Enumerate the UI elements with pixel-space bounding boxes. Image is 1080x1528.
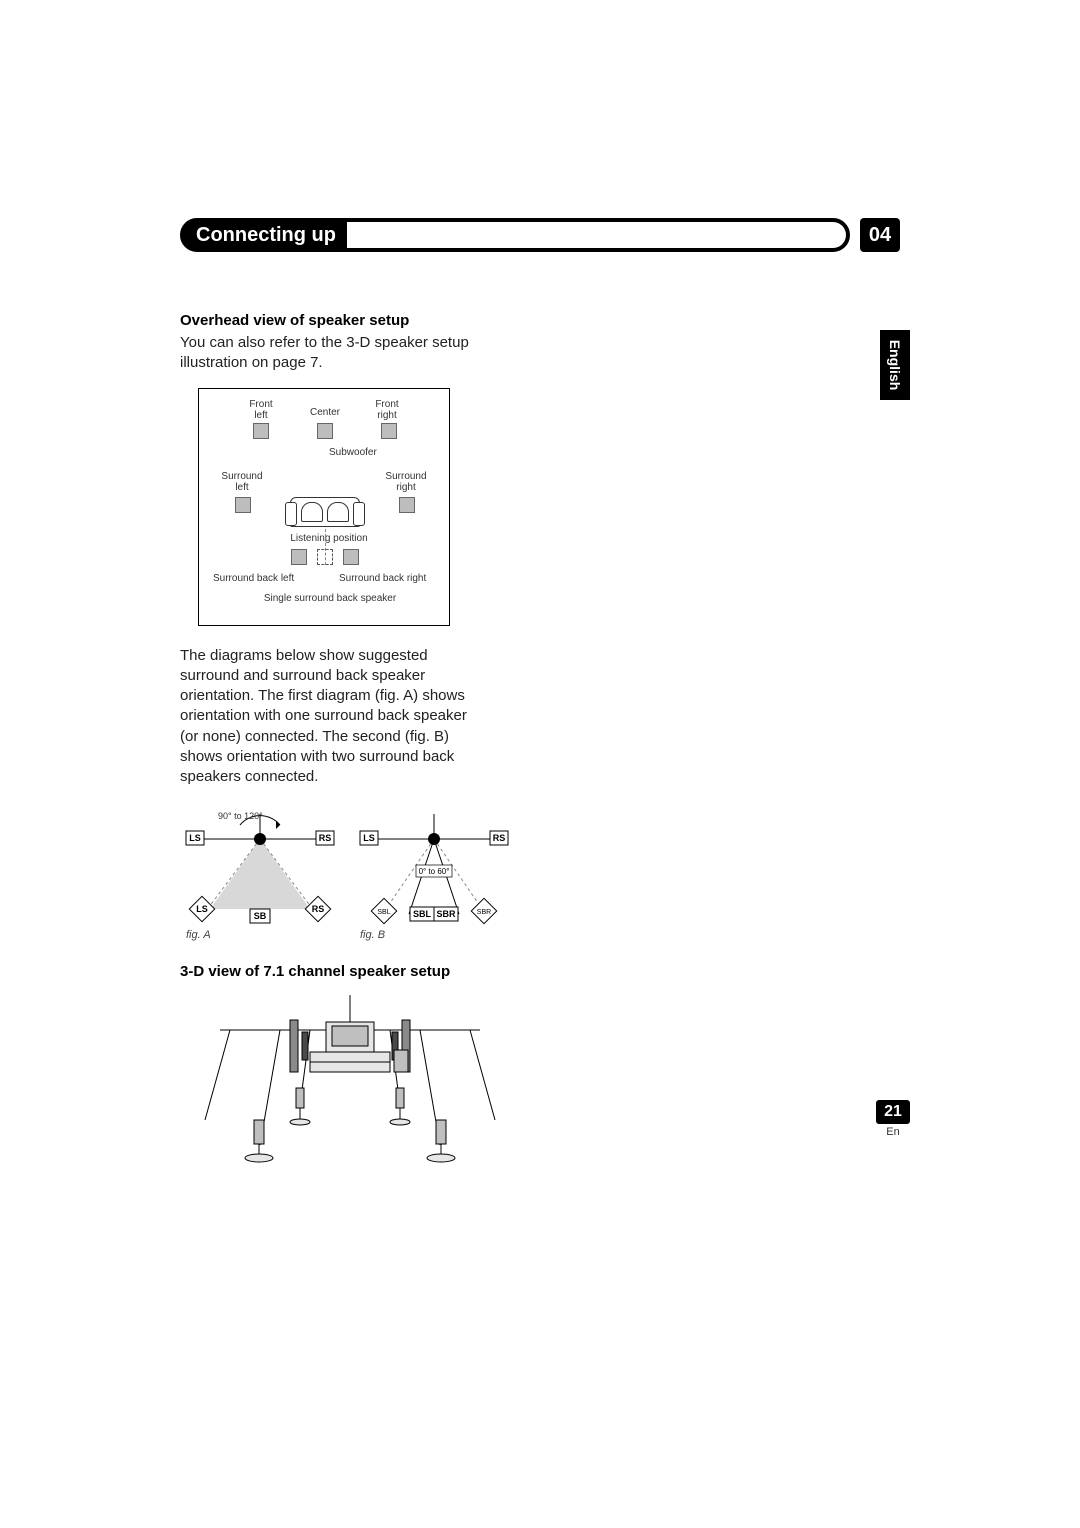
- speaker-surround-right: [399, 497, 415, 513]
- label-center: Center: [305, 407, 345, 418]
- section-heading-3d: 3-D view of 7.1 channel speaker setup: [180, 963, 520, 980]
- fig-b: LS RS 0° to 60° SBL SBR SBL SBR: [354, 809, 514, 939]
- svg-text:SB: SB: [254, 911, 267, 921]
- label-surround-right: Surround right: [381, 471, 431, 493]
- label-single-sb: Single surround back speaker: [255, 593, 405, 604]
- svg-text:RS: RS: [312, 904, 325, 914]
- page-number: 21: [876, 1100, 910, 1124]
- chapter-header: Connecting up 04: [180, 218, 900, 252]
- svg-text:RS: RS: [493, 833, 506, 843]
- label-surround-left: Surround left: [217, 471, 267, 493]
- fig-a-caption: fig. A: [186, 929, 211, 941]
- label-front-right: Front right: [367, 399, 407, 421]
- svg-text:SBL: SBL: [377, 909, 390, 916]
- svg-text:RS: RS: [319, 833, 332, 843]
- overhead-diagram: Front left Center Front right Subwoofer …: [198, 388, 450, 626]
- speaker-center: [317, 423, 333, 439]
- header-pill: Connecting up: [180, 218, 850, 252]
- fig-a: LS RS LS RS SB 90° to 120° fig. A: [180, 809, 340, 939]
- view-3d-diagram: [200, 990, 520, 1175]
- fig-b-caption: fig. B: [360, 929, 385, 941]
- svg-text:LS: LS: [189, 833, 201, 843]
- page-lang: En: [876, 1126, 910, 1138]
- speaker-front-left: [253, 423, 269, 439]
- speaker-front-right: [381, 423, 397, 439]
- svg-text:LS: LS: [196, 904, 208, 914]
- section-heading-overhead: Overhead view of speaker setup: [180, 312, 520, 329]
- svg-text:SBL: SBL: [413, 909, 432, 919]
- speaker-sb-left: [291, 549, 307, 565]
- svg-text:LS: LS: [363, 833, 375, 843]
- label-front-left: Front left: [241, 399, 281, 421]
- svg-text:0° to 60°: 0° to 60°: [419, 867, 450, 876]
- page-footer: 21 En: [876, 1100, 910, 1138]
- label-sb-left: Surround back left: [213, 573, 294, 584]
- label-listening: Listening position: [279, 533, 379, 544]
- chapter-number: 04: [860, 218, 900, 252]
- speaker-sb-single-dashed: [317, 549, 333, 565]
- label-sb-right: Surround back right: [339, 573, 426, 584]
- svg-text:SBR: SBR: [477, 909, 491, 916]
- angle-diagrams-row: LS RS LS RS SB 90° to 120° fig. A: [180, 809, 520, 939]
- svg-text:90° to 120°: 90° to 120°: [218, 811, 263, 821]
- sofa-icon: [290, 497, 360, 527]
- speaker-sb-right: [343, 549, 359, 565]
- language-tab: English: [880, 330, 910, 400]
- intro-text: You can also refer to the 3-D speaker se…: [180, 333, 470, 374]
- header-title: Connecting up: [196, 224, 336, 247]
- label-subwoofer: Subwoofer: [329, 447, 377, 458]
- paragraph-orientation: The diagrams below show suggested surrou…: [180, 646, 470, 788]
- speaker-surround-left: [235, 497, 251, 513]
- svg-text:SBR: SBR: [436, 909, 456, 919]
